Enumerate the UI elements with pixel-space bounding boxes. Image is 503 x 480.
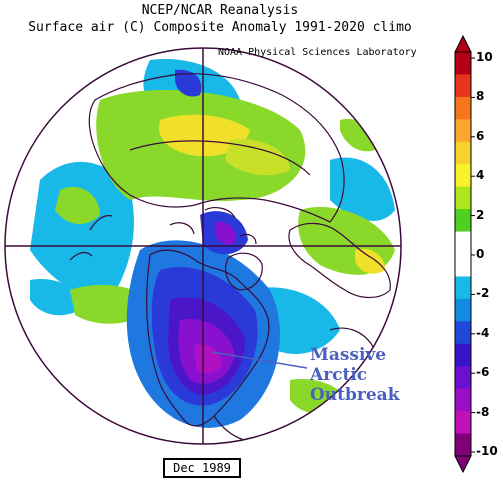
- anomaly-field: [30, 59, 395, 428]
- colorbar-arrow-top: [454, 34, 472, 53]
- coastline-inner-asia: [129, 140, 311, 176]
- colorbar-segment: [455, 298, 471, 322]
- colorbar-tick-label: 4: [476, 168, 485, 183]
- coastline-japan: [69, 215, 113, 261]
- coastline-north-america: [146, 249, 270, 427]
- annotation-pointer-line: [211, 351, 308, 369]
- title-block: NCEP/NCAR Reanalysis Surface air (C) Com…: [0, 2, 440, 36]
- colorbar-arrow-bottom: [454, 455, 472, 474]
- anomaly-patch-arctic-purple: [215, 221, 237, 245]
- colorbar-segment: [455, 433, 471, 457]
- anomaly-patch-green-far-east: [340, 119, 376, 152]
- colorbar-tick-label: -8: [476, 404, 490, 419]
- colorbar-segment: [455, 321, 471, 345]
- credit-label: NOAA Physical Sciences Laboratory: [218, 47, 417, 58]
- colorbar-segment: [455, 186, 471, 210]
- colorbar-tick-label: 2: [476, 207, 485, 222]
- colorbar-segment: [455, 209, 471, 233]
- colorbar-tick-label: 0: [476, 247, 485, 261]
- anomaly-patch-yellow-east: [355, 248, 385, 274]
- colorbar-tick-label: -4: [476, 325, 490, 340]
- colorbar-segment: [455, 343, 471, 367]
- title-line-2: Surface air (C) Composite Anomaly 1991-2…: [28, 20, 412, 35]
- colorbar-tick-label: -2: [476, 286, 490, 301]
- anomaly-patch-north-blue: [175, 69, 202, 97]
- colorbar-segment: [455, 141, 471, 165]
- annotation-line-2: Arctic: [310, 365, 368, 385]
- anomaly-patch-yellow-north: [159, 114, 250, 157]
- anomaly-patch-light-blue-west: [30, 161, 134, 300]
- colorbar-tick-label: 6: [476, 128, 485, 143]
- date-label-box: Dec 1989: [163, 458, 241, 478]
- colorbar-segment: [455, 96, 471, 120]
- colorbar: [454, 34, 475, 474]
- annotation-line-3: Outbreak: [310, 385, 400, 405]
- annotation-line-1: Massive: [310, 345, 387, 365]
- anomaly-patch-green-west: [55, 186, 100, 225]
- colorbar-segment: [455, 254, 471, 277]
- anomaly-patch-magenta-america: [195, 344, 222, 374]
- colorbar-tick-label: -10: [476, 444, 498, 458]
- coastline-arctic-islands: [169, 207, 257, 245]
- annotation-text: Massive Arctic Outbreak: [310, 345, 399, 405]
- colorbar-segment: [455, 231, 471, 255]
- colorbar-segment: [455, 52, 471, 75]
- colorbar-segment: [455, 388, 471, 412]
- colorbar-tick-label: -6: [476, 365, 490, 380]
- colorbar-segment: [455, 74, 471, 98]
- coastlines: [69, 73, 391, 441]
- colorbar-segment: [455, 366, 471, 390]
- colorbar-segment: [455, 276, 471, 300]
- coastline-greenland: [225, 252, 263, 291]
- colorbar-segment: [455, 411, 471, 435]
- colorbar-segment: [455, 119, 471, 143]
- colorbar-tick-label: 8: [476, 89, 485, 104]
- coastline-central-america: [213, 415, 245, 441]
- colorbar-segment: [455, 164, 471, 188]
- anomaly-patch-light-blue-east: [330, 157, 395, 221]
- colorbar-tick-label: 10: [476, 50, 493, 64]
- title-line-1: NCEP/NCAR Reanalysis: [141, 3, 299, 18]
- coastline-europe: [288, 222, 391, 299]
- coastline-asia: [88, 73, 345, 223]
- anomaly-patch-light-blue-pacific: [30, 279, 80, 316]
- anomaly-patch-yellow-green-siberia: [225, 139, 290, 176]
